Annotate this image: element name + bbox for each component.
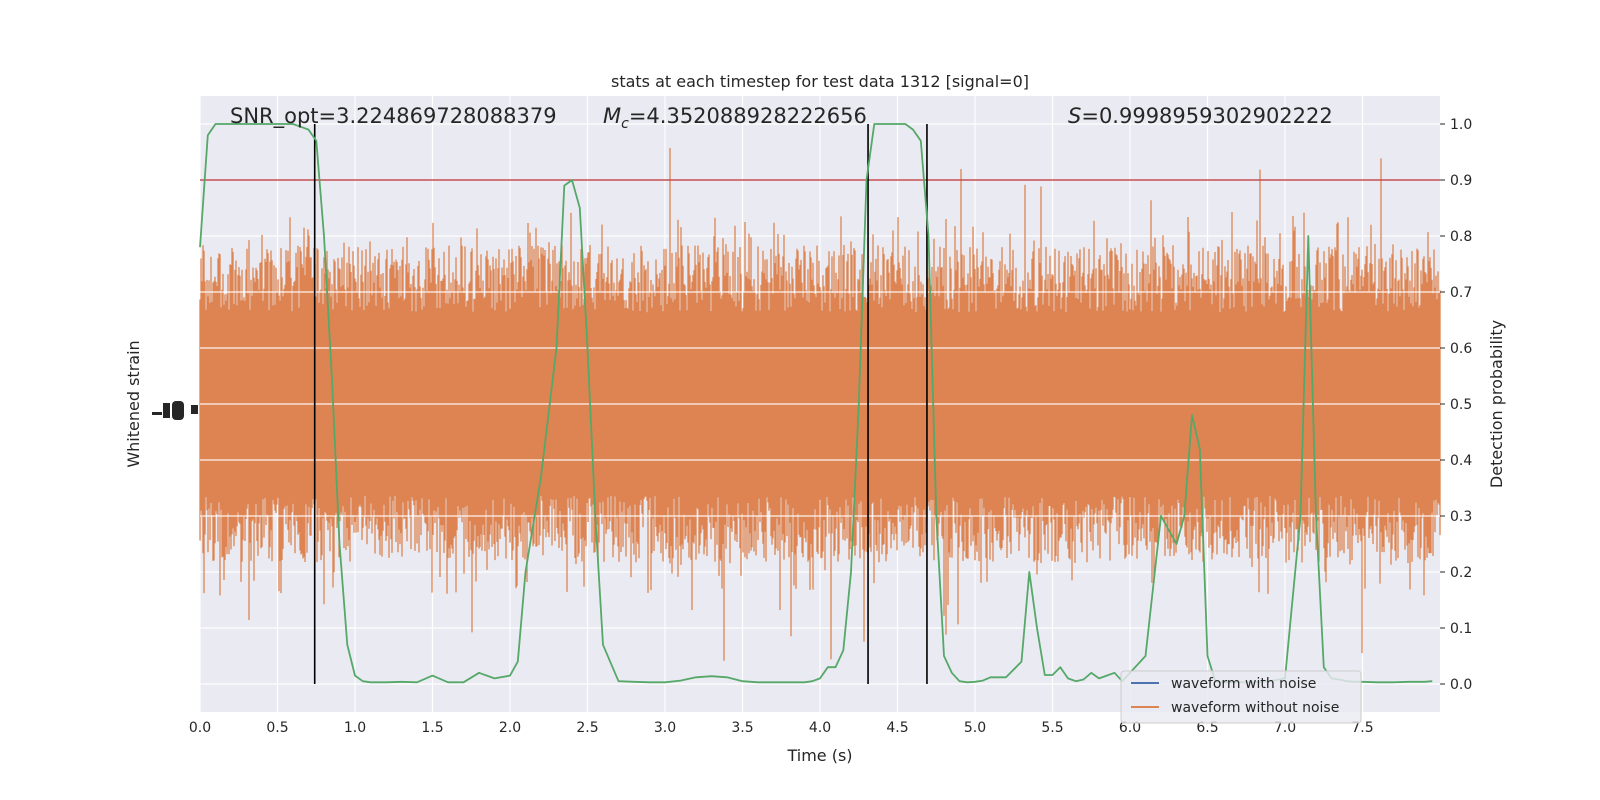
legend: waveform with noise waveform without noi… [1120,670,1362,724]
left-y-axis-label: Whitened strain [124,340,143,467]
left-axis-glyph-mark [152,412,162,415]
legend-box [1120,670,1362,724]
x-tick-label: 7.5 [1351,720,1373,736]
left-axis-glyph [152,401,198,420]
chirp-mass-value: =4.352088928222656 [629,104,867,128]
x-tick-label: 5.0 [964,720,986,736]
chirp-mass-subscript: c [621,116,629,132]
x-tick-label: 0.0 [189,720,211,736]
x-tick-label: 7.0 [1274,720,1296,736]
statistic-annotation: S=0.9998959302902222 [1068,104,1333,128]
y-tick-label: 1.0 [1450,117,1472,133]
x-axis-label: Time (s) [786,746,852,765]
y-tick-label: 0.9 [1450,173,1472,189]
x-tick-label: 0.5 [266,720,288,736]
probability-line [199,123,1433,684]
y-tick-label: 0.6 [1450,341,1472,357]
x-tick-label: 3.0 [654,720,676,736]
y-tick-label: 0.3 [1450,509,1472,525]
x-tick-label: 6.0 [1119,720,1141,736]
x-tick-label: 5.5 [1041,720,1063,736]
y-axis-ticks: 0.0 0.1 0.2 0.3 0.4 0.5 0.6 0.7 0.8 0.9 1.0 [1440,117,1472,693]
legend-label-with-noise: waveform with noise [1171,676,1316,692]
snr-annotation: SNR_opt=3.224869728088379 [230,104,557,129]
x-tick-label: 4.0 [809,720,831,736]
legend-label-without-noise: waveform without noise [1171,700,1339,716]
statistic-value: =0.9998959302902222 [1081,104,1332,128]
x-tick-label: 2.0 [499,720,521,736]
y-tick-label: 0.1 [1450,621,1472,637]
x-tick-label: 3.5 [731,720,753,736]
y-tick-label: 0.5 [1450,397,1472,413]
right-y-axis-label: Detection probability [1487,320,1506,488]
left-axis-glyph-mark [191,405,198,414]
y-tick-label: 0.4 [1450,453,1472,469]
noise-series [199,147,1441,661]
chirp-mass-annotation: Mc=4.352088928222656 [603,104,867,132]
y-tick-label: 0.8 [1450,229,1472,245]
chirp-mass-symbol: M [603,104,621,128]
chart-title: stats at each timestep for test data 131… [611,72,1029,91]
x-tick-label: 1.5 [421,720,443,736]
statistic-symbol: S [1068,104,1081,128]
x-tick-label: 1.0 [344,720,366,736]
left-axis-glyph-mark [163,403,170,418]
y-tick-label: 0.7 [1450,285,1472,301]
left-axis-glyph-mark [172,401,184,420]
probability-series [199,123,1433,684]
x-tick-label: 4.5 [886,720,908,736]
x-tick-label: 2.5 [576,720,598,736]
x-tick-label: 6.5 [1196,720,1218,736]
x-axis-ticks: 0.0 0.5 1.0 1.5 2.0 2.5 3.0 3.5 4.0 4.5 5.0 5.5 6.0 6… [189,720,1374,736]
y-tick-label: 0.2 [1450,565,1472,581]
y-tick-label: 0.0 [1450,677,1472,693]
